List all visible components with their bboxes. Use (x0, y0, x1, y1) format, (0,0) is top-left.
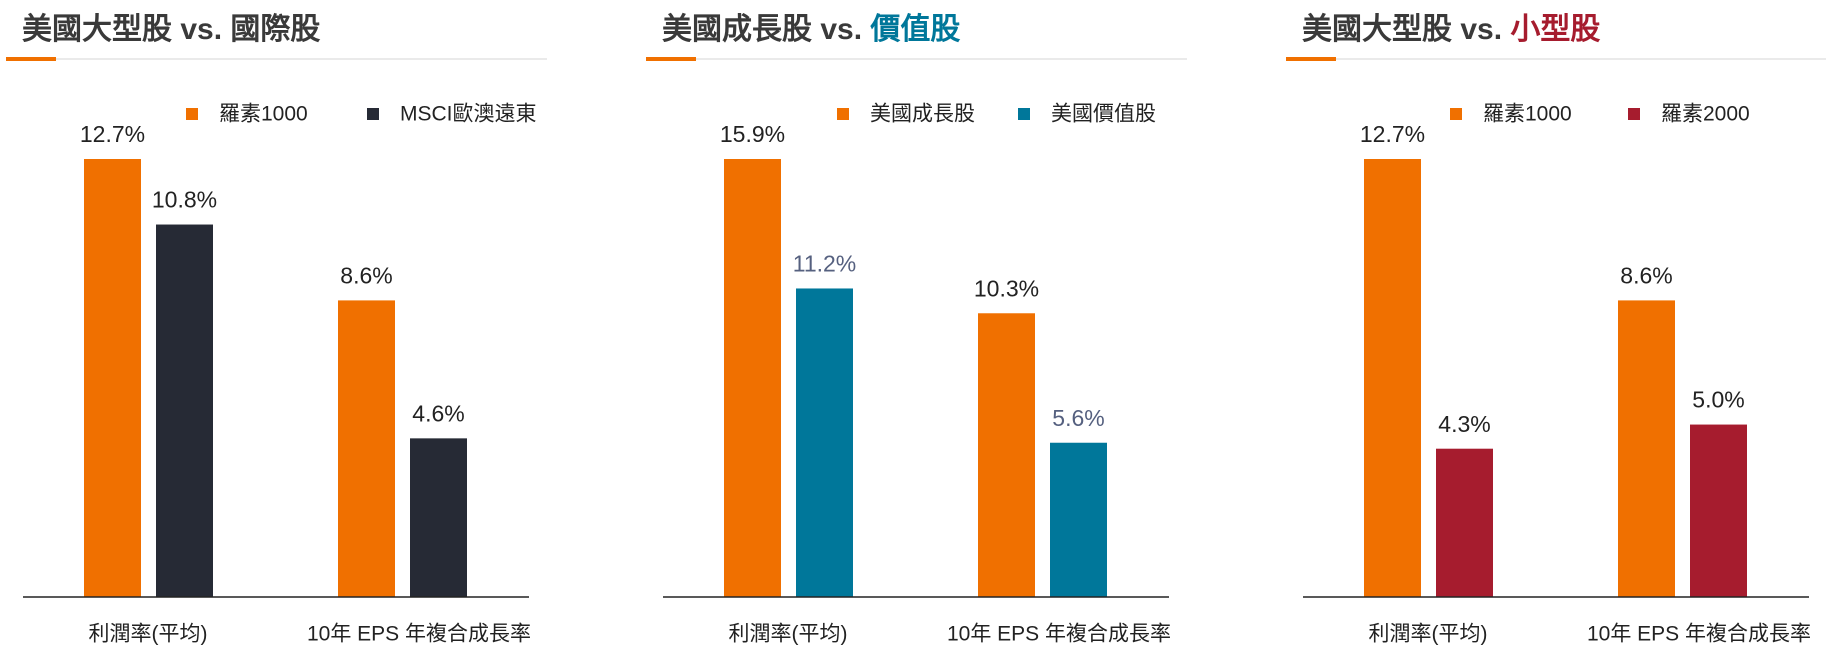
value-label: 12.7% (1360, 121, 1425, 147)
x-tick-label: 10年 EPS 年複合成長率 (1587, 623, 1811, 646)
x-tick-label: 利潤率(平均) (1369, 623, 1488, 646)
legend-label: MSCI歐澳遠東 (400, 103, 537, 126)
bar (978, 313, 1035, 597)
title-accent (1286, 57, 1336, 61)
value-label: 10.3% (974, 275, 1039, 301)
legend-label: 美國價值股 (1051, 103, 1156, 126)
legend-marker (1018, 108, 1030, 120)
value-label: 12.7% (80, 121, 145, 147)
title-text: 美國大型股 vs. (22, 12, 222, 46)
value-label: 11.2% (793, 251, 857, 277)
legend-marker (367, 108, 379, 120)
title-text: 美國大型股 vs. (1302, 12, 1502, 46)
value-label: 5.0% (1692, 387, 1744, 413)
chart-title: 美國大型股 vs. 國際股 (22, 12, 320, 46)
x-tick-label: 10年 EPS 年複合成長率 (947, 623, 1171, 646)
bar (1364, 159, 1421, 597)
legend-label: 羅素2000 (1661, 103, 1750, 126)
title-highlight: 價值股 (869, 13, 960, 46)
chart-title: 美國成長股 vs. 價值股 (662, 12, 960, 46)
value-label: 15.9% (720, 121, 785, 147)
bar (724, 159, 781, 597)
legend-label: 羅素1000 (219, 103, 308, 126)
legend-label: 羅素1000 (1483, 103, 1572, 126)
title-text: 美國成長股 vs. (662, 12, 862, 46)
x-tick-label: 利潤率(平均) (89, 623, 208, 646)
bar (1050, 442, 1107, 597)
bar (1618, 300, 1675, 597)
bar (410, 438, 467, 597)
legend-label: 美國成長股 (870, 103, 975, 126)
title-accent (646, 57, 696, 61)
title-highlight: 國際股 (230, 13, 320, 46)
legend-marker (1628, 108, 1640, 120)
legend-marker (186, 108, 198, 120)
value-label: 4.6% (412, 400, 464, 426)
legend-marker (837, 108, 849, 120)
chart-title: 美國大型股 vs. 小型股 (1302, 12, 1600, 46)
bar (1436, 448, 1493, 597)
title-accent (6, 57, 56, 61)
bar (156, 224, 213, 597)
bar (1690, 424, 1747, 597)
bar (84, 159, 141, 597)
value-label: 8.6% (340, 262, 392, 288)
value-label: 4.3% (1438, 411, 1490, 437)
x-tick-label: 10年 EPS 年複合成長率 (307, 623, 531, 646)
value-label: 5.6% (1052, 405, 1104, 431)
value-label: 10.8% (152, 187, 217, 213)
title-highlight: 小型股 (1510, 13, 1600, 46)
legend-marker (1450, 108, 1462, 120)
bar (796, 288, 853, 597)
value-label: 8.6% (1620, 262, 1672, 288)
bar (338, 300, 395, 597)
x-tick-label: 利潤率(平均) (729, 623, 848, 646)
